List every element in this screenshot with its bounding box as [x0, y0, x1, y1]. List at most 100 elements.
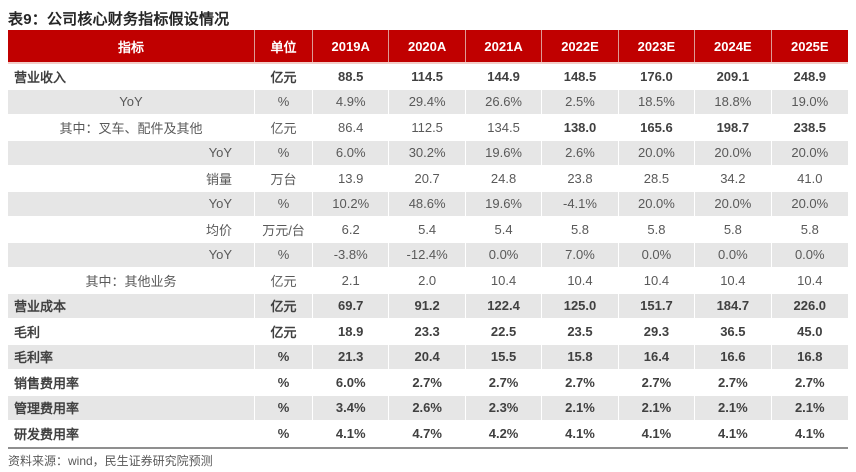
value-cell: 20.0%: [619, 191, 696, 216]
value-cell: 86.4: [313, 115, 390, 140]
value-cell: 2.1%: [619, 395, 696, 420]
value-cell: 6.0%: [313, 140, 390, 165]
value-cell: 4.1%: [695, 421, 772, 446]
value-cell: 3.4%: [313, 395, 390, 420]
unit-cell: 万元/台: [255, 217, 313, 242]
value-cell: 19.6%: [466, 191, 543, 216]
value-cell: 29.3: [619, 319, 696, 344]
indicator-cell: 毛利: [8, 319, 255, 344]
table-row: 管理费用率% 3.4% 2.6% 2.3% 2.1% 2.1% 2.1% 2.1%: [8, 395, 848, 421]
value-cell: 4.1%: [542, 421, 619, 446]
value-cell: 18.5%: [619, 89, 696, 114]
value-cell: 34.2: [695, 166, 772, 191]
value-cell: 4.7%: [389, 421, 466, 446]
table-row: 均价 万元/台 6.2 5.4 5.4 5.8 5.8 5.8 5.8: [8, 217, 848, 243]
indicator-cell: 其中：叉车、配件及其他: [8, 115, 255, 140]
value-cell: 20.0%: [791, 145, 829, 161]
indicator-cell: YoY: [8, 89, 255, 114]
financial-assumptions-table: 指标 单位 2019A 2020A 2021A 2022E 2023E 2024E 2025E …: [8, 30, 848, 449]
value-cell: 248.9: [793, 68, 827, 84]
value-cell: 7.0%: [542, 242, 619, 267]
indicator-cell: YoY: [8, 242, 255, 267]
indicator-cell: 其中：其他业务: [8, 268, 255, 293]
indicator-cell: 销售费用率: [8, 370, 255, 395]
value-cell: 88.5: [313, 64, 390, 89]
value-cell: 2.0: [389, 268, 466, 293]
value-cell: 4.1%: [794, 425, 825, 441]
value-cell: 20.0%: [695, 191, 772, 216]
indicator-cell: 均价: [8, 217, 255, 242]
value-cell: 18.9: [313, 319, 390, 344]
table-row: 营业收入 亿元 88.5 114.5 144.9 148.5 176.0 209.1 248.9: [8, 64, 848, 90]
value-cell: 2.7%: [466, 370, 543, 395]
table-row: 销售费用率% 6.0% 2.7% 2.7% 2.7% 2.7% 2.7% 2.7%: [8, 370, 848, 396]
indicator-cell: 管理费用率: [8, 395, 255, 420]
value-cell: 5.8: [800, 221, 819, 237]
value-cell: 91.2: [389, 293, 466, 318]
unit-cell: 亿元: [255, 115, 313, 140]
header-cell-2022e: 2022E: [542, 30, 619, 62]
value-cell: 4.9%: [313, 89, 390, 114]
value-cell: -12.4%: [389, 242, 466, 267]
value-cell: 21.3: [313, 344, 390, 369]
value-cell: 28.5: [619, 166, 696, 191]
value-cell: 69.7: [313, 293, 390, 318]
value-cell: 15.8: [542, 344, 619, 369]
value-cell: 122.4: [466, 293, 543, 318]
table-row: YoY% 6.0% 30.2% 19.6% 2.6% 20.0% 20.0% 20.0%: [8, 140, 848, 166]
value-cell: 2.7%: [695, 370, 772, 395]
indicator-cell: 营业成本: [8, 293, 255, 318]
value-cell: 209.1: [695, 64, 772, 89]
value-cell: 184.7: [695, 293, 772, 318]
unit-cell: %: [255, 344, 313, 369]
unit-cell: %: [255, 140, 313, 165]
value-cell: 19.0%: [791, 94, 829, 110]
value-cell: 2.1%: [542, 395, 619, 420]
value-cell: 10.4: [466, 268, 543, 293]
value-cell: 112.5: [389, 115, 466, 140]
unit-cell: 亿元: [255, 268, 313, 293]
value-cell: 2.3%: [466, 395, 543, 420]
value-cell: 2.7%: [542, 370, 619, 395]
value-cell: 16.4: [619, 344, 696, 369]
table-row: YoY% -3.8% -12.4% 0.0% 7.0% 0.0% 0.0% 0.0%: [8, 242, 848, 268]
unit-cell: 万台: [255, 166, 313, 191]
table-row: 毛利率% 21.3 20.4 15.5 15.8 16.4 16.6 16.8: [8, 344, 848, 370]
value-cell: 45.0: [797, 323, 823, 339]
value-cell: 2.1: [313, 268, 390, 293]
value-cell: 41.0: [797, 170, 823, 186]
table-body: 营业收入 亿元 88.5 114.5 144.9 148.5 176.0 209.1 248.9…: [8, 64, 848, 447]
value-cell: 6.0%: [313, 370, 390, 395]
value-cell: 4.1%: [313, 421, 390, 446]
value-cell: 2.7%: [619, 370, 696, 395]
value-cell: 2.7%: [794, 374, 825, 390]
table-row: 营业成本 亿元 69.7 91.2 122.4 125.0 151.7 184.7 226.0: [8, 293, 848, 319]
value-cell: 144.9: [466, 64, 543, 89]
value-cell: 148.5: [542, 64, 619, 89]
unit-cell: %: [255, 370, 313, 395]
table-row: YoY% 10.2% 48.6% 19.6% -4.1% 20.0% 20.0% 20.0%: [8, 191, 848, 217]
indicator-cell: 销量: [8, 166, 255, 191]
table-row: 销量 万台 13.9 20.7 24.8 23.8 28.5 34.2 41.0: [8, 166, 848, 192]
value-cell: 20.0%: [791, 196, 829, 212]
header-cell-2019a: 2019A: [313, 30, 390, 62]
value-cell: 10.4: [619, 268, 696, 293]
value-cell: 16.8: [797, 349, 823, 365]
value-cell: 138.0: [542, 115, 619, 140]
table-row: 其中：其他业务 亿元 2.1 2.0 10.4 10.4 10.4 10.4 10.4: [8, 268, 848, 294]
value-cell: 24.8: [466, 166, 543, 191]
source-note: 资料来源：wind，民生证券研究院预测: [8, 453, 213, 468]
value-cell: 165.6: [619, 115, 696, 140]
value-cell: 0.0%: [794, 247, 825, 263]
value-cell: 0.0%: [466, 242, 543, 267]
value-cell: 4.1%: [619, 421, 696, 446]
value-cell: 22.5: [466, 319, 543, 344]
value-cell: 238.5: [793, 119, 827, 135]
table-row: YoY% 4.9% 29.4% 26.6% 2.5% 18.5% 18.8% 19.0%: [8, 89, 848, 115]
value-cell: 2.1%: [695, 395, 772, 420]
unit-cell: 亿元: [255, 293, 313, 318]
value-cell: 0.0%: [695, 242, 772, 267]
value-cell: 198.7: [695, 115, 772, 140]
value-cell: 176.0: [619, 64, 696, 89]
